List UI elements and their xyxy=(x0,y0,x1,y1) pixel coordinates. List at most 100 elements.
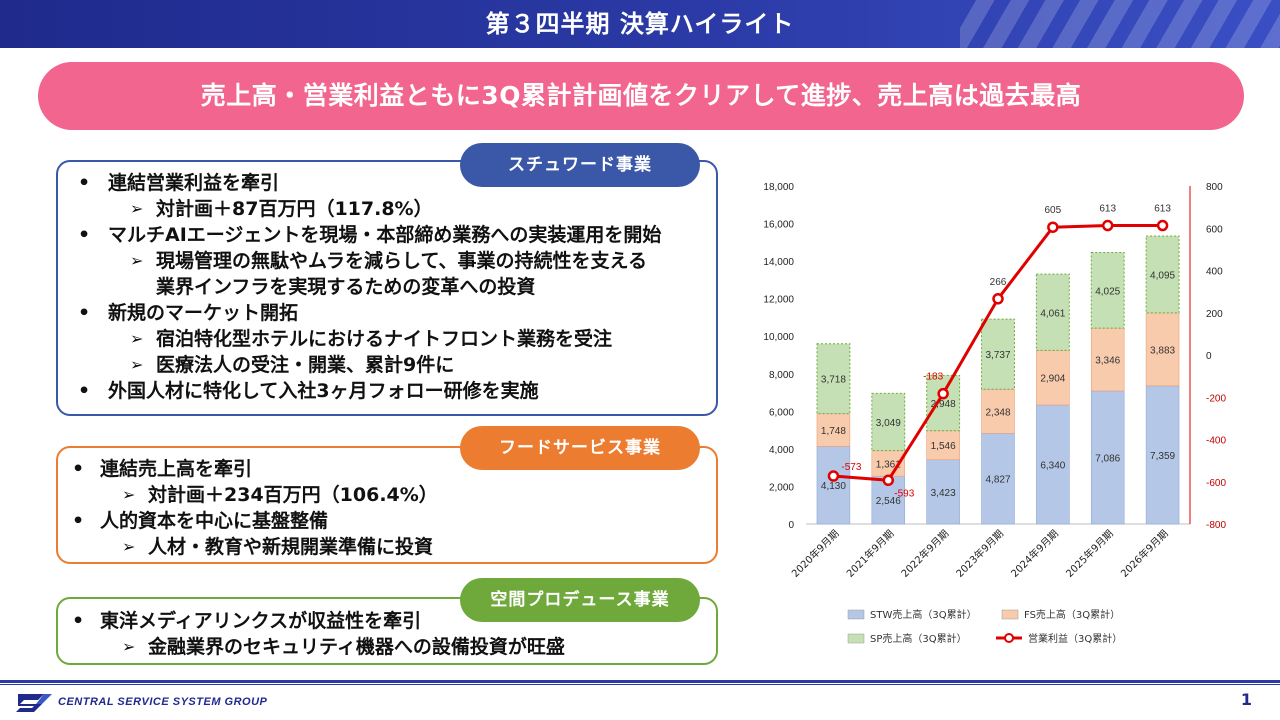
bar-segment xyxy=(1090,252,1125,329)
bar-value-label: 4,827 xyxy=(985,475,1010,486)
page-number: 1 xyxy=(1240,690,1252,709)
bullet-dot: • xyxy=(78,380,91,402)
profit-point xyxy=(992,293,1004,305)
legend-label: FS売上高（3Q累計） xyxy=(1024,608,1120,621)
company-name: CENTRAL SERVICE SYSTEM GROUP xyxy=(58,696,268,708)
stw-line-6: 新規のマーケット開拓 xyxy=(108,302,299,324)
bar-value-label: 3,346 xyxy=(1095,356,1120,367)
arrow-icon: ➢ xyxy=(122,537,136,556)
y-right-tick-label: 600 xyxy=(1206,224,1223,235)
bullet-dot: • xyxy=(78,224,91,246)
y-right-tick-label: 800 xyxy=(1206,182,1223,193)
profit-point xyxy=(827,470,840,482)
y-left-tick-label: 2,000 xyxy=(769,482,794,493)
y-left-tick-label: 16,000 xyxy=(763,220,794,231)
arrow-icon: ➢ xyxy=(130,329,144,348)
bar-segment xyxy=(1145,385,1180,525)
footer-divider-thin xyxy=(0,684,1280,685)
bar-value-label: 3,423 xyxy=(931,488,956,499)
bullet-dot: • xyxy=(72,610,85,632)
bar-value-label: 1,748 xyxy=(821,426,846,437)
y-right-tick-label: -800 xyxy=(1206,520,1226,531)
bar-value-label: 7,086 xyxy=(1095,453,1120,464)
sales-profit-chart: 0 2,000 4,000 6,000 8,000 10,000 12,000 14,000 1… xyxy=(763,182,1226,645)
y-right-tick-label: 400 xyxy=(1206,267,1223,278)
bar-value-label: 6,340 xyxy=(1040,460,1065,471)
x-tick-label: 2025年9月期 xyxy=(1063,527,1116,580)
page-title: 第３四半期 決算ハイライト xyxy=(485,10,795,38)
legend-swatch xyxy=(847,609,865,620)
bar-value-label: 3,718 xyxy=(821,375,846,386)
x-tick-label: 2026年9月期 xyxy=(1118,527,1171,580)
profit-value-label: -183 xyxy=(923,372,943,383)
bar-segment xyxy=(1035,273,1070,351)
bar-value-label: 3,883 xyxy=(1150,345,1175,356)
y-right-tick-label: -200 xyxy=(1206,393,1226,404)
bullet-dot: • xyxy=(78,172,91,194)
fs-line-4: 人材・教育や新規開業準備に投資 xyxy=(148,536,434,558)
bar-segment xyxy=(1090,327,1125,392)
x-tick-label: 2020年9月期 xyxy=(789,527,842,580)
stw-line-5: 業界インフラを実現するための変革への投資 xyxy=(156,276,536,298)
bar-segment xyxy=(816,343,851,415)
profit-value-label: -573 xyxy=(841,462,861,473)
y-left-tick-label: 18,000 xyxy=(763,182,794,193)
stw-line-3: マルチAIエージェントを現場・本部締め業務への実装運用を開始 xyxy=(108,224,662,246)
bar-value-label: 4,130 xyxy=(821,481,846,492)
bar-value-label: 2,904 xyxy=(1040,374,1065,385)
bar-segment xyxy=(1145,312,1180,387)
y-left-tick-label: 14,000 xyxy=(763,257,794,268)
y-right-tick-label: -400 xyxy=(1206,436,1226,447)
profit-value-label: 613 xyxy=(1099,204,1116,215)
y-left-tick-label: 12,000 xyxy=(763,295,794,306)
profit-value-label: 613 xyxy=(1154,204,1171,215)
stw-line-2: 対計画＋87百万円（117.8%） xyxy=(156,198,433,220)
bar-value-label: 2,348 xyxy=(985,407,1010,418)
profit-point xyxy=(1156,219,1169,232)
legend-line-marker xyxy=(1004,633,1014,643)
bar-value-label: 3,737 xyxy=(985,350,1010,361)
spaceproduce-tag: 空間プロデュース事業 xyxy=(460,578,700,622)
sp-line-1: 東洋メディアリンクスが収益性を牽引 xyxy=(100,610,422,632)
x-tick-label: 2021年9月期 xyxy=(844,527,897,580)
arrow-icon: ➢ xyxy=(122,637,136,656)
fs-line-2: 対計画＋234百万円（106.4%） xyxy=(148,484,438,506)
legend-swatch xyxy=(1001,609,1019,620)
bar-segment xyxy=(981,388,1015,434)
y-left-tick-label: 10,000 xyxy=(763,332,794,343)
bullet-dot: • xyxy=(72,510,85,532)
legend-label: STW売上高（3Q累計） xyxy=(870,608,977,621)
y-right-tick-label: 0 xyxy=(1206,351,1212,362)
bar-value-label: 4,095 xyxy=(1150,270,1175,281)
bar-segment xyxy=(1090,390,1125,525)
profit-point xyxy=(937,387,949,400)
bullet-dot: • xyxy=(78,302,91,324)
legend-label: SP売上高（3Q累計） xyxy=(870,632,967,645)
stw-line-1: 連結営業利益を牽引 xyxy=(108,172,280,194)
bar-segment xyxy=(1036,404,1070,525)
bar-segment xyxy=(926,430,960,461)
arrow-icon: ➢ xyxy=(130,355,144,374)
bullet-dot: • xyxy=(72,458,85,480)
stw-line-8: 医療法人の受注・開業、累計9件に xyxy=(156,354,455,376)
fs-line-3: 人的資本を中心に基盤整備 xyxy=(100,510,329,532)
legend-swatch xyxy=(847,633,865,644)
bar-value-label: 2,948 xyxy=(931,399,956,410)
x-tick-label: 2022年9月期 xyxy=(898,527,951,580)
steward-panel xyxy=(56,160,718,416)
profit-value-label: 266 xyxy=(990,277,1007,288)
stw-line-9: 外国人材に特化して入社3ヶ月フォロー研修を実施 xyxy=(108,380,539,402)
bar-segment xyxy=(981,318,1015,390)
y-left-tick-label: 0 xyxy=(788,520,794,531)
title-bar-stripes xyxy=(960,0,1280,48)
title-bar: 第３四半期 決算ハイライト xyxy=(0,0,1280,48)
y-left-tick-label: 4,000 xyxy=(769,445,794,456)
stw-line-7: 宿泊特化型ホテルにおけるナイトフロント業務を受注 xyxy=(156,328,613,350)
profit-value-label: 605 xyxy=(1045,205,1062,216)
y-right-tick-label: -600 xyxy=(1206,478,1226,489)
bar-value-label: 4,025 xyxy=(1095,286,1120,297)
bar-value-label: 4,061 xyxy=(1040,308,1065,319)
y-right-tick-label: 200 xyxy=(1206,309,1223,320)
company-logo-icon xyxy=(16,694,52,712)
bar-segment xyxy=(1145,235,1180,314)
